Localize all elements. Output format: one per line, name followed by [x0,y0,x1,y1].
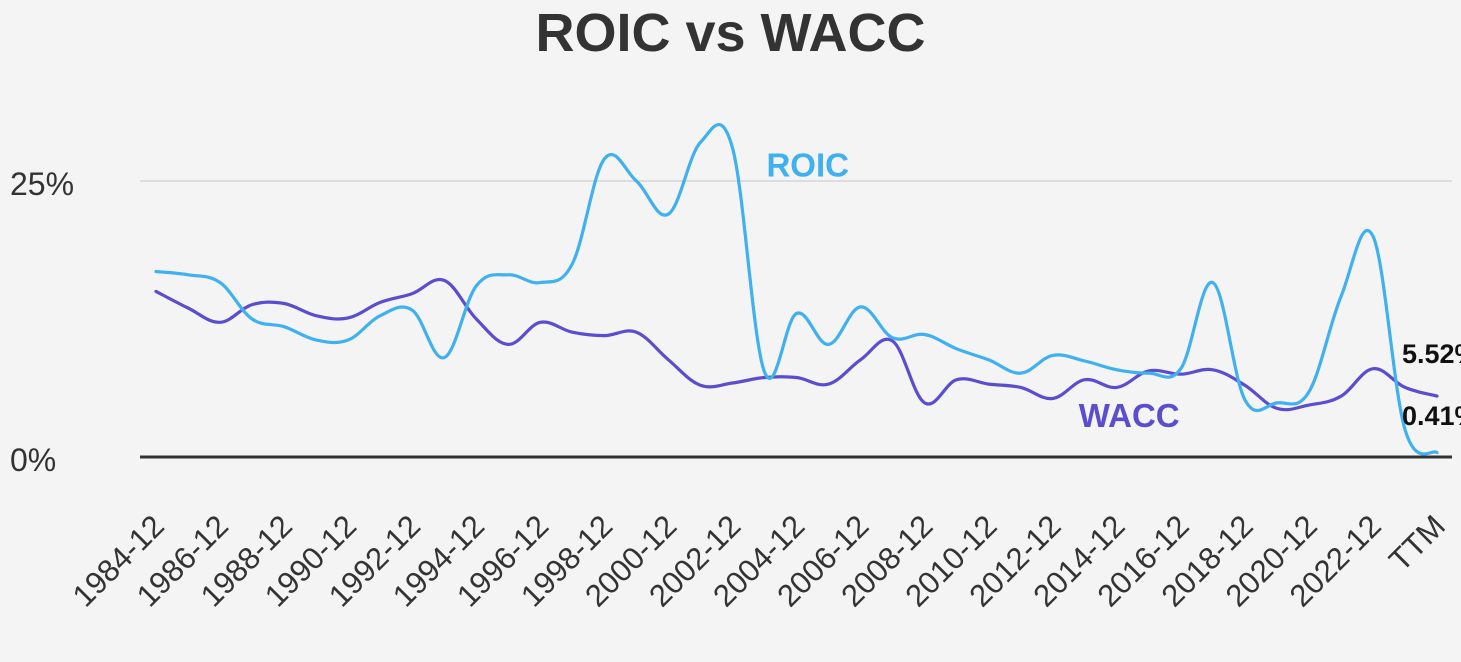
wacc-series-label: WACC [1079,397,1180,434]
y-tick-label: 0% [10,442,56,478]
wacc-end-value-label: 5.52% [1402,339,1461,369]
x-tick-label: TTM [1382,508,1452,578]
y-tick-label: 25% [10,166,74,202]
series-line-roic [154,123,1439,456]
series-line-wacc [154,277,1439,412]
chart-title: ROIC vs WACC [535,3,926,63]
roic-end-value-label: 0.41% [1402,401,1461,431]
roic-series-label: ROIC [766,146,849,183]
